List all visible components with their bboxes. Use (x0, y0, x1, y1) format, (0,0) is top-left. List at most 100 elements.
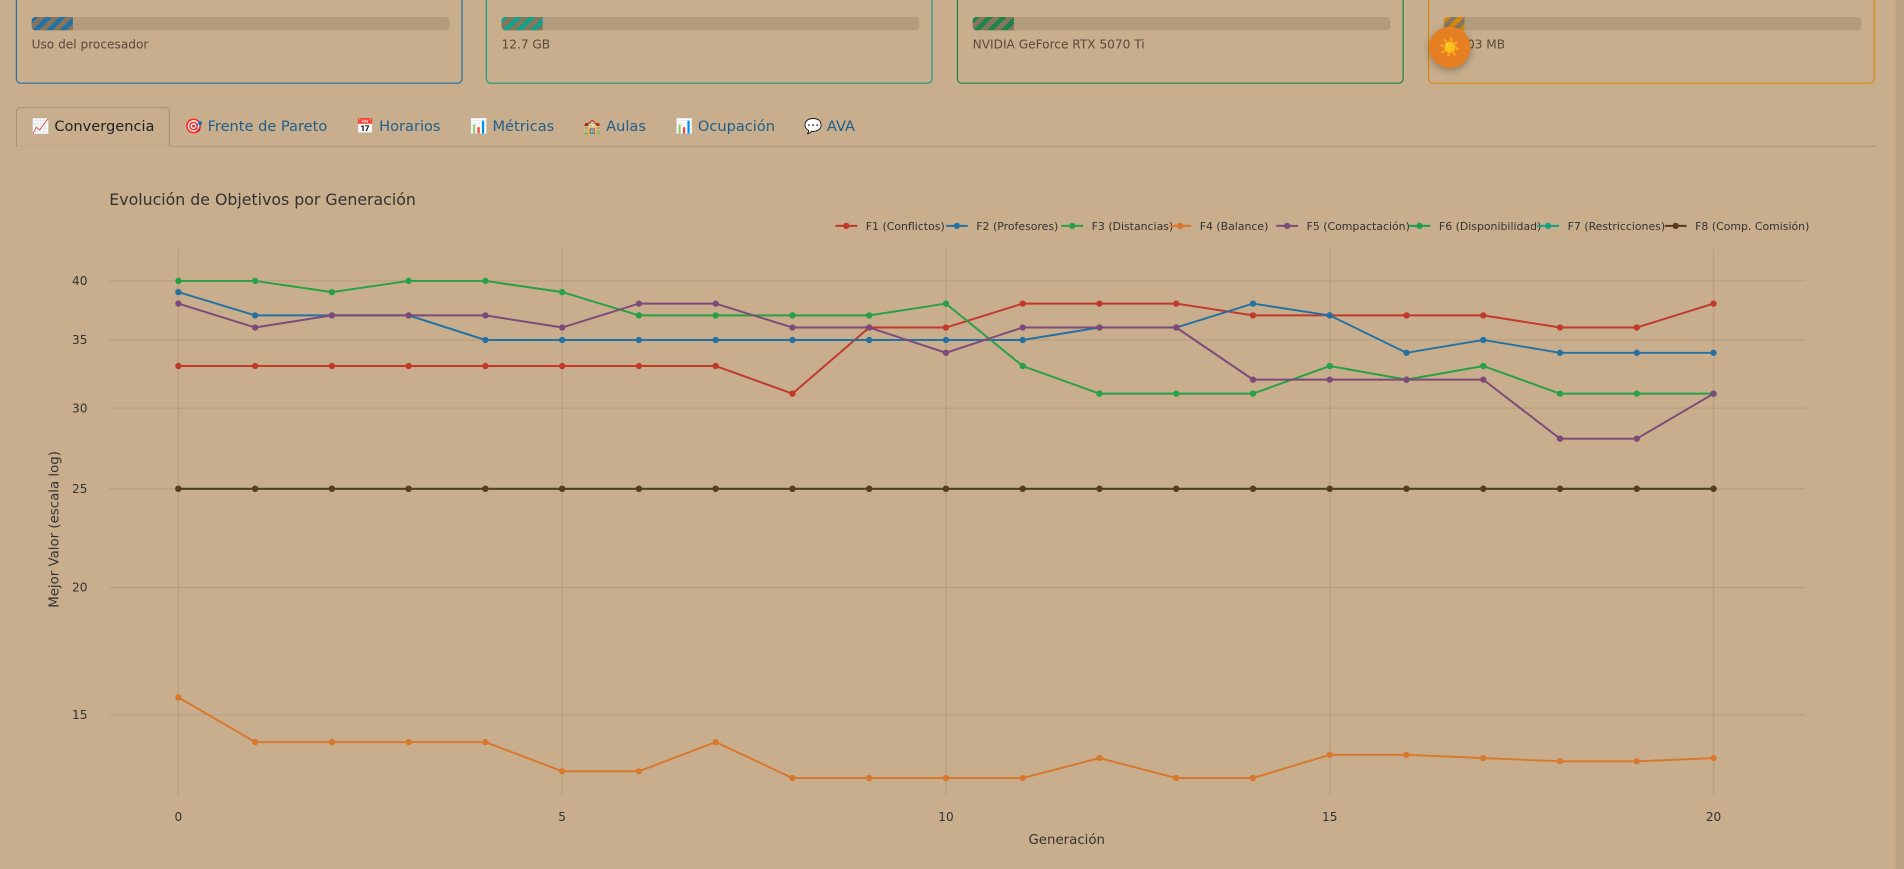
theme-toggle[interactable]: ☀️ (1429, 26, 1471, 69)
data-point (328, 312, 336, 319)
data-point (789, 774, 796, 782)
data-point (175, 362, 182, 370)
data-point (1019, 336, 1026, 344)
data-point (789, 390, 796, 397)
legend-label: F8 (Comp. Comisión) (1695, 220, 1809, 233)
data-point (1326, 362, 1333, 370)
data-point (1173, 324, 1180, 331)
data-point (712, 300, 719, 307)
data-point (1710, 300, 1717, 307)
data-point (1249, 312, 1257, 319)
data-point (175, 300, 182, 307)
data-point (559, 768, 566, 775)
data-point (635, 312, 643, 319)
legend-marker (1069, 222, 1076, 230)
data-point (328, 485, 336, 492)
data-point (1326, 751, 1333, 758)
data-point (1096, 300, 1103, 307)
x-tick-label: 10 (938, 810, 953, 824)
legend-label: F1 (Conflictos) (866, 220, 945, 233)
data-point (1480, 376, 1487, 383)
data-point (1249, 774, 1257, 782)
data-point (866, 336, 873, 344)
data-point (482, 362, 489, 370)
x-axis-title: Generación (1028, 832, 1105, 848)
data-point (1556, 485, 1564, 492)
data-point (1249, 390, 1257, 397)
data-point (942, 300, 950, 307)
tab[interactable]: 📅 Horarios (356, 117, 441, 135)
data-point (1326, 376, 1333, 383)
data-point (1019, 485, 1026, 492)
data-point (1173, 774, 1180, 782)
tab[interactable]: 💬 AVA (804, 117, 855, 135)
scrollbar[interactable] (1895, 0, 1904, 869)
data-point (1710, 485, 1717, 492)
data-point (1403, 312, 1410, 319)
data-point (942, 485, 950, 492)
data-point (1556, 758, 1564, 765)
data-point (789, 312, 796, 319)
tab[interactable]: 📊 Métricas (469, 117, 555, 135)
chart-title: Evolución de Objetivos por Generación (109, 190, 416, 209)
data-point (1403, 376, 1410, 383)
data-point (1403, 751, 1410, 758)
card-label: NVIDIA GeForce RTX 5070 Ti (972, 38, 1145, 53)
progress-fill (972, 17, 1015, 31)
data-point (712, 312, 719, 319)
data-point (1096, 390, 1103, 397)
data-point (405, 312, 412, 319)
legend-label: F5 (Compactación) (1307, 220, 1410, 233)
data-point (635, 768, 643, 775)
card-label: Uso del procesador (31, 38, 149, 53)
data-point (482, 336, 489, 344)
progress-fill (31, 17, 74, 31)
data-point (942, 774, 950, 782)
tabs: 📈 Convergencia 🎯 Frente de Pareto 📅 Horari… (15, 106, 1877, 147)
tab[interactable]: 🎯 Frente de Pareto (184, 117, 328, 135)
tab[interactable]: 🏫 Aulas (583, 117, 646, 135)
data-point (251, 312, 259, 319)
data-point (712, 738, 719, 746)
data-point (1019, 324, 1026, 331)
data-point (1556, 390, 1564, 397)
data-point (328, 738, 336, 746)
data-point (1480, 336, 1487, 344)
data-point (559, 324, 566, 331)
progress-track (972, 17, 1391, 31)
data-point (559, 336, 566, 344)
legend-label: F7 (Restricciones) (1568, 220, 1665, 233)
tab[interactable]: 📊 Ocupación (675, 117, 776, 135)
x-tick-label: 20 (1706, 810, 1721, 824)
legend-marker (843, 222, 850, 230)
data-point (482, 738, 489, 746)
y-axis-title: Mejor Valor (escala log) (47, 451, 62, 608)
data-point (1326, 312, 1333, 319)
data-point (482, 277, 489, 285)
data-point (789, 485, 796, 492)
legend-marker (1283, 222, 1291, 230)
data-point (1633, 435, 1640, 442)
data-point (1556, 435, 1564, 442)
data-point (405, 738, 412, 746)
data-point (866, 324, 873, 331)
data-point (559, 485, 566, 492)
data-point (1173, 485, 1180, 492)
data-point (1019, 774, 1026, 782)
data-point (1096, 485, 1103, 492)
data-point (1480, 754, 1487, 762)
data-point (1710, 349, 1717, 356)
data-point (175, 277, 182, 285)
data-point (405, 362, 412, 370)
tab[interactable]: 📈 Convergencia (15, 106, 171, 147)
legend-label: F2 (Profesores) (976, 220, 1058, 233)
data-point (866, 485, 873, 492)
data-point (866, 774, 873, 782)
progress-fill (501, 17, 544, 31)
data-point (559, 362, 566, 370)
data-point (1249, 485, 1257, 492)
data-point (789, 336, 796, 344)
